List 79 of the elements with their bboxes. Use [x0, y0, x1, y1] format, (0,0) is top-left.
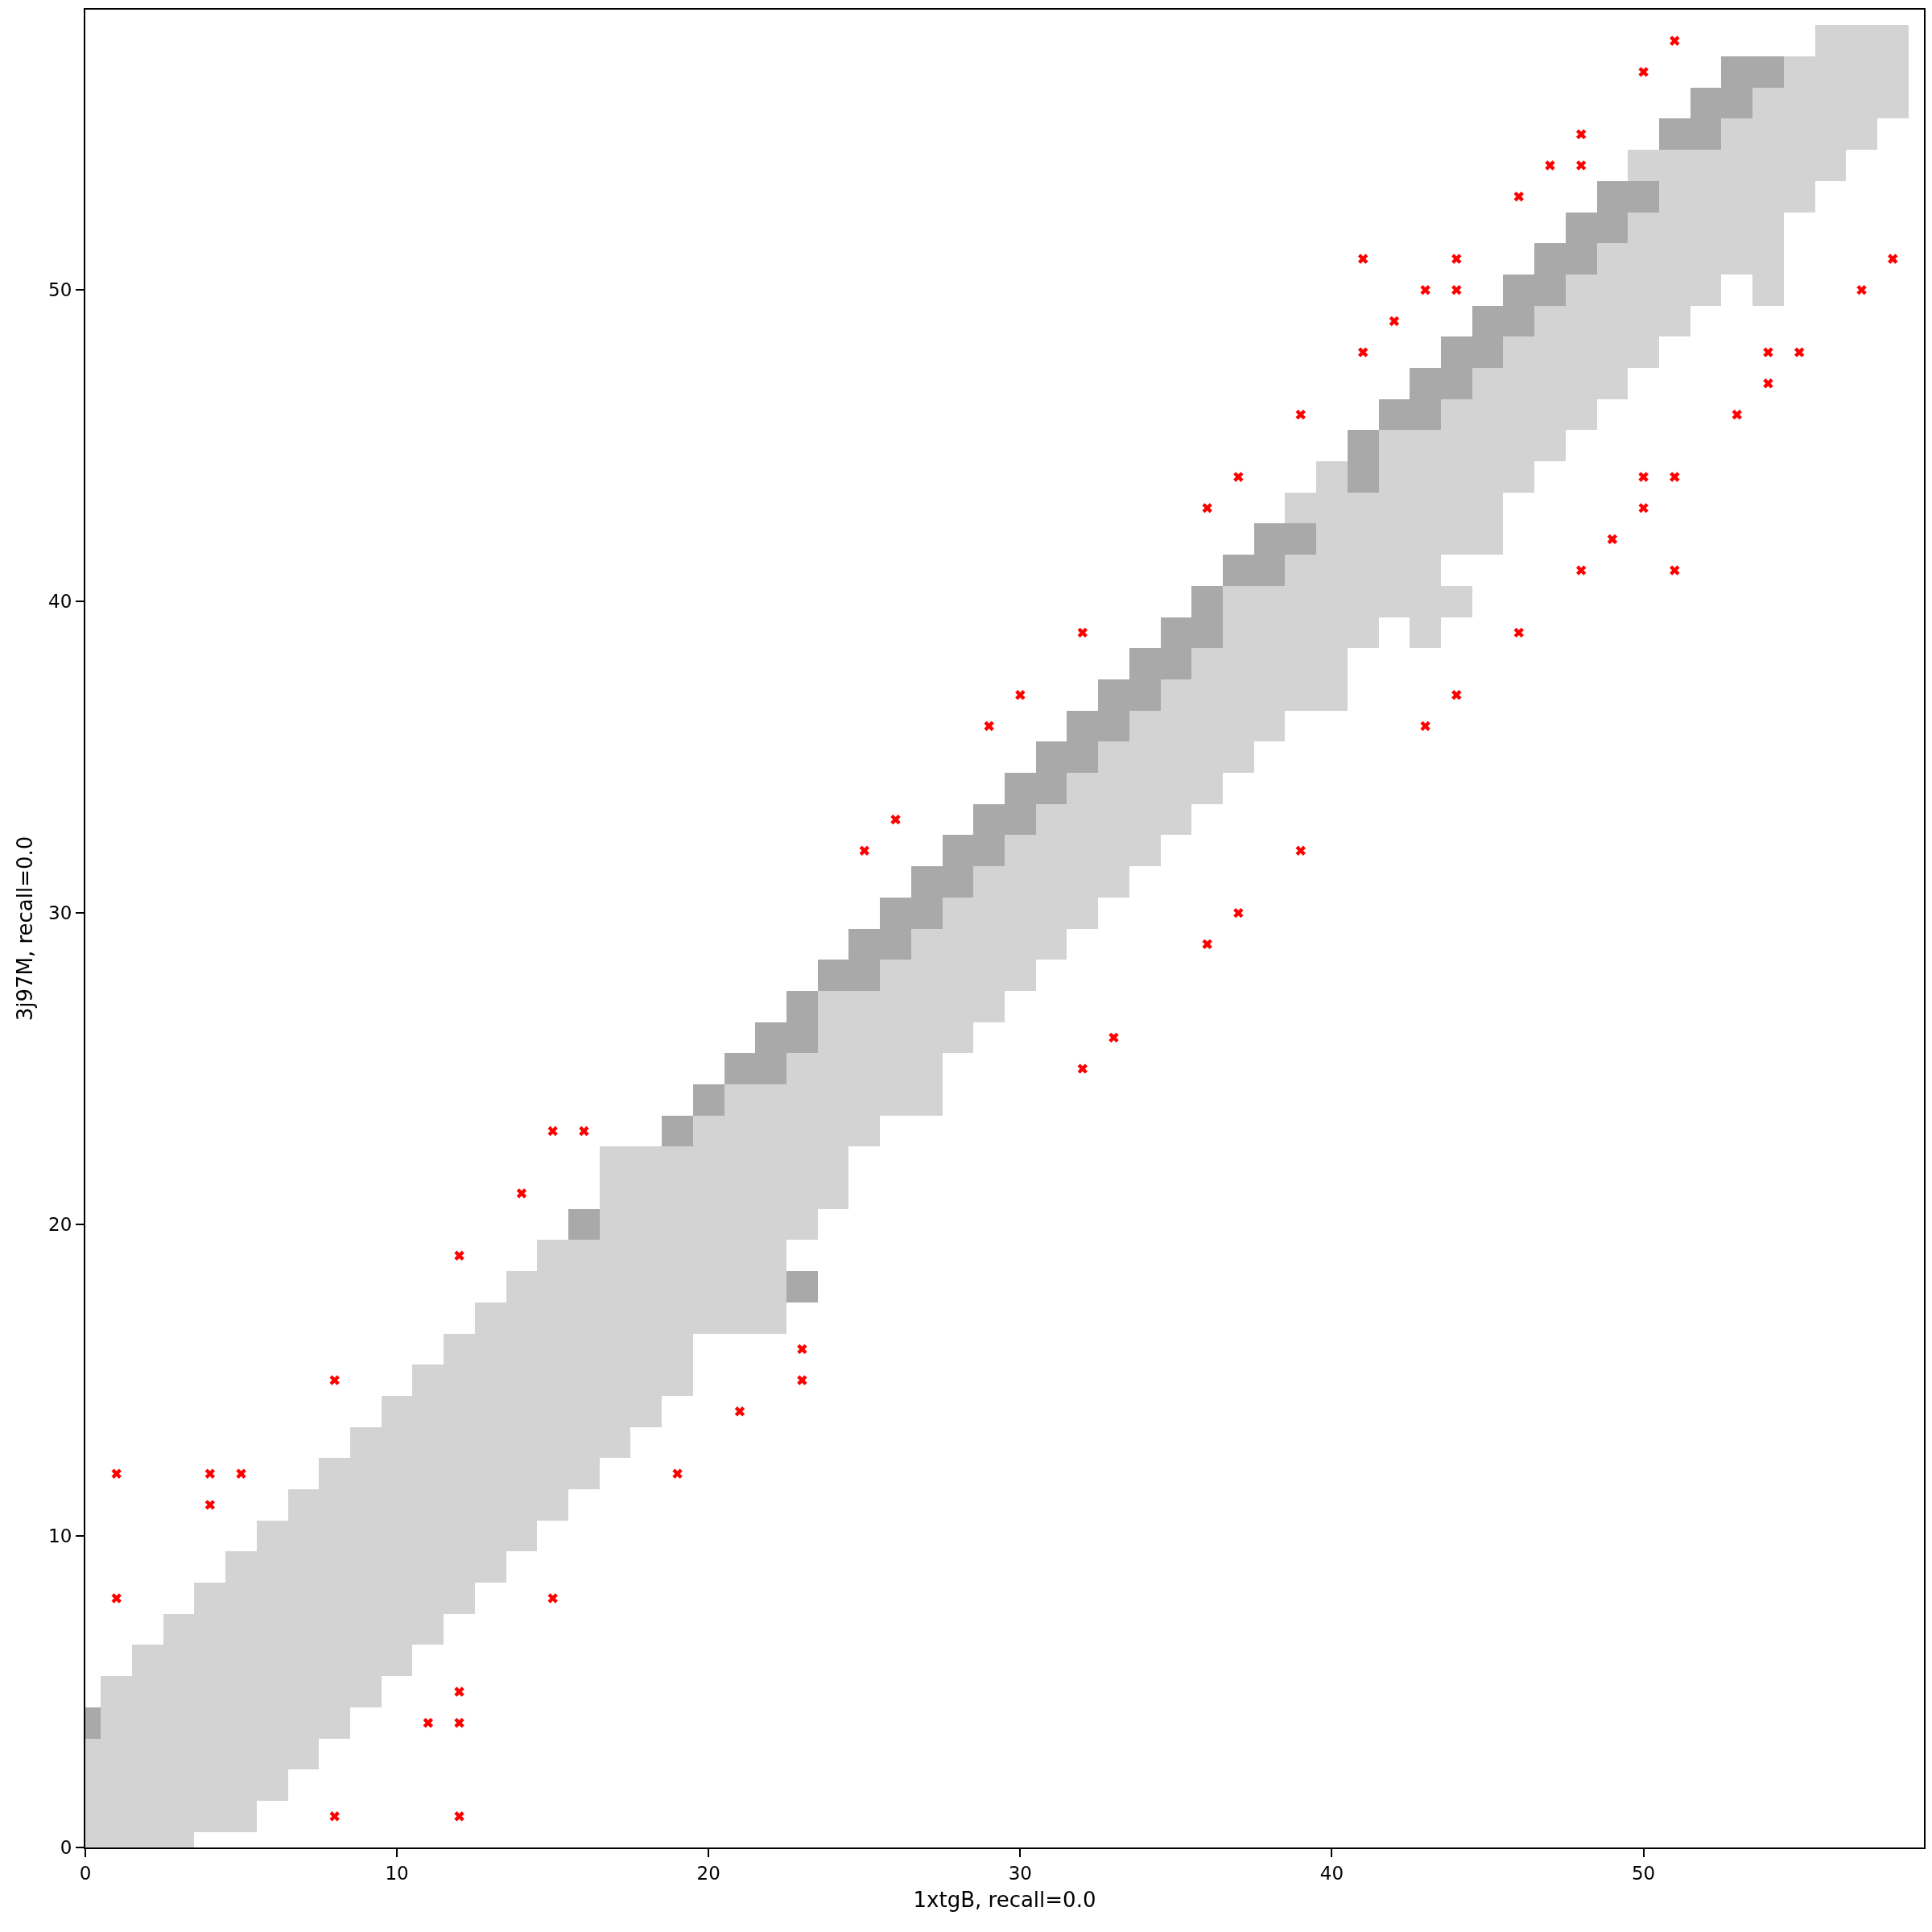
y-tick-label: 50: [48, 279, 72, 301]
point: [1638, 502, 1649, 514]
point: [516, 1188, 527, 1199]
point: [1202, 502, 1212, 514]
point: [454, 1686, 464, 1697]
y-tick-label: 20: [48, 1214, 72, 1236]
point: [1015, 690, 1026, 700]
point: [329, 1375, 340, 1385]
point: [734, 1406, 745, 1417]
point: [1357, 254, 1368, 264]
x-tick-label: 30: [1008, 1862, 1032, 1884]
point: [1763, 347, 1773, 357]
point: [454, 1718, 464, 1728]
point: [1108, 1032, 1119, 1043]
point: [1575, 160, 1587, 171]
point: [797, 1375, 807, 1385]
point: [423, 1718, 434, 1728]
point: [1451, 285, 1462, 295]
point: [547, 1125, 558, 1137]
point: [1575, 565, 1587, 576]
point: [1888, 254, 1898, 264]
point: [1670, 35, 1680, 46]
point: [1451, 690, 1462, 700]
bar: [662, 1115, 693, 1147]
y-tick-label: 30: [48, 902, 72, 924]
x-tick-label: 10: [385, 1862, 409, 1884]
point: [984, 720, 994, 732]
point: [1794, 347, 1805, 357]
point: [111, 1593, 122, 1604]
point: [1420, 720, 1430, 732]
point: [1763, 378, 1773, 389]
x-tick-label: 0: [79, 1862, 92, 1884]
point: [454, 1250, 464, 1261]
point: [1638, 472, 1649, 482]
bar: [1347, 430, 1379, 493]
point: [1513, 627, 1524, 638]
x-axis-title: 1xtgB, recall=0.0: [913, 1887, 1096, 1912]
bar: [786, 1271, 818, 1302]
point: [1077, 627, 1088, 638]
x-tick-label: 40: [1319, 1862, 1344, 1884]
point: [1513, 191, 1524, 202]
point: [1202, 939, 1212, 950]
point: [204, 1500, 216, 1510]
x-tick-label: 50: [1631, 1862, 1656, 1884]
point: [1077, 1063, 1088, 1074]
point: [1357, 347, 1368, 357]
point: [1389, 316, 1400, 327]
point: [1545, 160, 1555, 171]
point: [1420, 285, 1430, 295]
bar: [568, 1208, 600, 1241]
point: [111, 1468, 122, 1479]
point: [1856, 285, 1867, 295]
point: [1233, 907, 1244, 919]
point: [236, 1468, 246, 1479]
point: [1670, 565, 1680, 576]
point: [1295, 409, 1306, 420]
point: [1295, 845, 1306, 856]
point: [890, 814, 901, 825]
point: [1575, 129, 1587, 139]
point: [672, 1468, 683, 1479]
point: [547, 1593, 558, 1604]
point: [329, 1811, 340, 1822]
y-tick-label: 40: [48, 591, 72, 613]
point: [859, 845, 870, 856]
point: [1732, 409, 1742, 420]
point: [1670, 472, 1680, 482]
point: [204, 1468, 216, 1479]
bar: [692, 1084, 724, 1116]
y-tick-label: 0: [60, 1837, 72, 1859]
point: [1451, 254, 1462, 264]
point: [579, 1125, 589, 1137]
y-tick-label: 10: [48, 1525, 72, 1547]
point: [1233, 472, 1244, 482]
point: [1638, 67, 1649, 77]
point: [797, 1344, 807, 1355]
x-tick-label: 20: [696, 1862, 720, 1884]
y-axis-title: 3j97M, recall=0.0: [13, 836, 38, 1022]
point: [1607, 534, 1618, 545]
point: [454, 1811, 464, 1822]
